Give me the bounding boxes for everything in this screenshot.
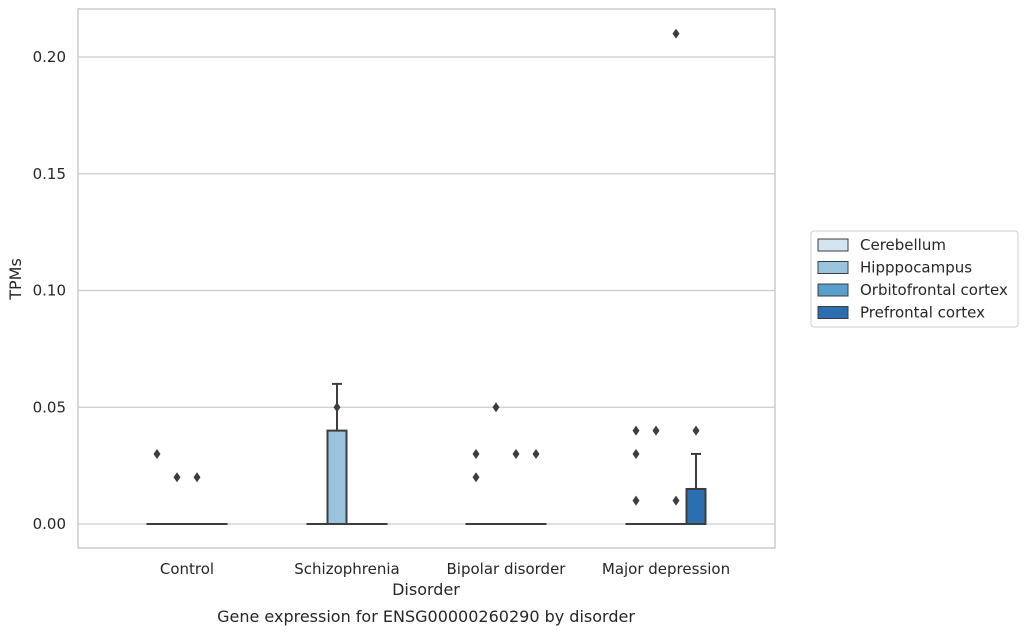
outlier-point	[652, 425, 660, 436]
box-prefrontal-cortex	[685, 425, 707, 526]
legend-swatch	[817, 283, 849, 297]
y-tick-label: 0.15	[33, 165, 66, 183]
outlier-point	[512, 448, 520, 459]
outlier-point	[632, 495, 640, 506]
y-axis-title: TPMs	[6, 258, 25, 301]
box-cerebellum	[625, 425, 647, 526]
legend-item: Prefrontal cortex	[817, 304, 985, 322]
plot-frame	[77, 8, 776, 549]
legend-item: Hipppocampus	[817, 259, 972, 277]
box-hipppocampus	[485, 402, 507, 526]
category-group	[625, 28, 707, 526]
box-body	[685, 487, 707, 526]
outlier-point	[472, 472, 480, 483]
x-tick-label: Bipolar disorder	[447, 560, 567, 578]
outlier-point	[472, 448, 480, 459]
legend-swatch	[817, 306, 849, 319]
y-tick-label: 0.05	[33, 398, 66, 416]
legend-label: Orbitofrontal cortex	[860, 281, 1008, 299]
box-hipppocampus	[166, 472, 188, 526]
category-group	[465, 402, 547, 526]
x-tick-label: Control	[160, 560, 214, 578]
box-orbitofrontal-cortex	[665, 28, 687, 526]
outlier-point	[672, 495, 680, 506]
outlier-point	[632, 425, 640, 436]
box-body	[326, 429, 348, 526]
outlier-point	[333, 402, 341, 413]
box-prefrontal-cortex	[525, 448, 547, 526]
legend-swatch	[817, 238, 849, 252]
outlier-point	[692, 425, 700, 436]
box-hipppocampus	[326, 382, 348, 526]
legend: Cerebellum Hipppocampus Orbitofrontal cort…	[810, 230, 1019, 328]
y-tick-label: 0.20	[33, 48, 66, 66]
x-tick-labels: Control Schizophrenia Bipolar disorder Majo…	[160, 560, 730, 578]
box-hipppocampus	[645, 425, 667, 526]
y-tick-label: 0.10	[33, 282, 66, 300]
box-orbitofrontal-cortex	[186, 472, 208, 526]
legend-swatch	[817, 261, 849, 274]
outlier-point	[632, 448, 640, 459]
box-cerebellum	[146, 448, 168, 526]
y-tick-label: 0.00	[33, 515, 66, 533]
category-group	[146, 448, 228, 526]
legend-item: Cerebellum	[817, 236, 946, 254]
box-groups	[146, 28, 707, 526]
y-tick-labels: 0.00 0.05 0.10 0.15 0.20	[33, 48, 66, 533]
outlier-point	[672, 28, 680, 39]
chart-caption: Gene expression for ENSG00000260290 by d…	[217, 607, 635, 626]
box-orbitofrontal-cortex	[505, 448, 527, 526]
outlier-point	[153, 448, 161, 459]
legend-frame	[810, 230, 1019, 328]
x-tick-label: Schizophrenia	[294, 560, 399, 578]
outlier-point	[532, 448, 540, 459]
box-cerebellum	[465, 448, 487, 526]
legend-label: Hipppocampus	[860, 259, 972, 277]
y-gridlines	[78, 56, 775, 525]
legend-label: Prefrontal cortex	[860, 304, 985, 322]
legend-label: Cerebellum	[860, 236, 946, 254]
outlier-point	[173, 472, 181, 483]
x-tick-label: Major depression	[602, 560, 730, 578]
legend-item: Orbitofrontal cortex	[817, 281, 1008, 299]
category-group	[306, 382, 388, 526]
outlier-point	[193, 472, 201, 483]
x-axis-title: Disorder	[392, 580, 460, 599]
outlier-point	[492, 402, 500, 413]
